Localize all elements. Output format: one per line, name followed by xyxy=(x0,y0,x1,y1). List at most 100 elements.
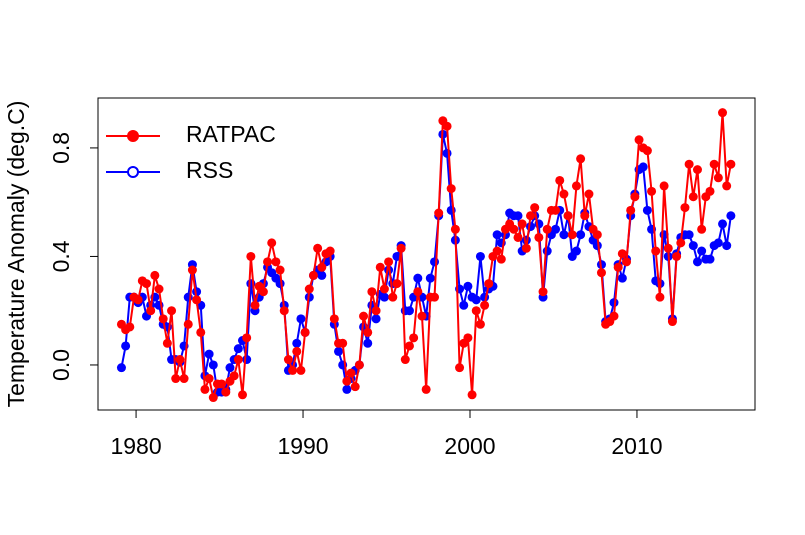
data-point xyxy=(559,230,569,240)
y-tick-label: 0.4 xyxy=(48,240,74,272)
data-point xyxy=(413,287,423,297)
data-point xyxy=(329,314,339,324)
data-point xyxy=(655,292,665,302)
data-point xyxy=(317,270,327,280)
data-point xyxy=(208,360,218,370)
data-point xyxy=(392,279,402,289)
y-tick-label: 0.8 xyxy=(48,132,74,164)
data-point xyxy=(722,181,732,191)
data-point xyxy=(718,108,728,118)
data-point xyxy=(396,243,406,253)
data-point xyxy=(404,341,414,351)
data-point xyxy=(684,159,694,169)
data-point xyxy=(705,254,715,264)
data-point xyxy=(371,306,381,316)
data-point xyxy=(121,341,131,351)
data-point xyxy=(296,365,306,375)
data-point xyxy=(676,238,686,248)
data-point xyxy=(338,338,348,348)
data-point xyxy=(242,333,252,343)
data-point xyxy=(480,300,490,310)
data-point xyxy=(509,224,519,234)
data-point xyxy=(246,251,256,261)
data-point xyxy=(200,384,210,394)
data-point xyxy=(142,279,152,289)
data-point xyxy=(308,270,318,280)
data-point xyxy=(304,284,314,294)
data-point xyxy=(551,224,561,234)
data-point xyxy=(158,314,168,324)
data-point xyxy=(626,205,636,215)
data-point xyxy=(642,146,652,156)
data-point xyxy=(571,246,581,256)
data-point xyxy=(150,270,160,280)
data-point xyxy=(471,295,481,305)
data-point xyxy=(576,154,586,164)
data-point xyxy=(204,349,214,359)
data-point xyxy=(292,346,302,356)
data-point xyxy=(634,135,644,145)
data-point xyxy=(442,148,452,158)
data-point xyxy=(534,232,544,242)
data-point xyxy=(363,327,373,337)
data-point xyxy=(492,230,502,240)
data-point xyxy=(409,333,419,343)
data-point xyxy=(642,205,652,215)
x-tick-label: 1980 xyxy=(110,433,161,459)
data-point xyxy=(563,211,573,221)
data-point xyxy=(596,268,606,278)
data-point xyxy=(446,184,456,194)
data-point xyxy=(672,251,682,261)
data-point xyxy=(667,317,677,327)
data-point xyxy=(463,333,473,343)
data-point xyxy=(125,322,135,332)
data-point xyxy=(400,355,410,365)
data-point xyxy=(484,279,494,289)
data-point xyxy=(609,311,619,321)
data-point xyxy=(521,243,531,253)
data-point xyxy=(647,186,657,196)
data-point xyxy=(242,355,252,365)
data-point xyxy=(413,273,423,283)
legend-label: RSS xyxy=(186,157,233,183)
data-point xyxy=(179,374,189,384)
data-point xyxy=(659,181,669,191)
data-point xyxy=(692,257,702,267)
data-point xyxy=(346,368,356,378)
data-point xyxy=(379,292,389,302)
data-point xyxy=(217,379,227,389)
data-point xyxy=(684,230,694,240)
data-point xyxy=(542,246,552,256)
data-point xyxy=(471,306,481,316)
data-point xyxy=(271,257,281,267)
data-point xyxy=(713,173,723,183)
y-axis-label: Temperature Anomaly (deg.C) xyxy=(3,101,29,408)
plot-box xyxy=(97,97,756,411)
data-point xyxy=(513,232,523,242)
data-point xyxy=(359,311,369,321)
data-point xyxy=(513,211,523,221)
data-point xyxy=(283,355,293,365)
data-point xyxy=(576,230,586,240)
data-point xyxy=(250,300,260,310)
legend-marker xyxy=(127,130,139,142)
data-point xyxy=(167,306,177,316)
data-point xyxy=(713,238,723,248)
data-point xyxy=(192,295,202,305)
data-point xyxy=(622,257,632,267)
data-point xyxy=(275,279,285,289)
data-point xyxy=(651,246,661,256)
data-point xyxy=(459,300,469,310)
data-point xyxy=(630,192,640,202)
data-point xyxy=(697,246,707,256)
data-point xyxy=(367,287,377,297)
data-point xyxy=(196,327,206,337)
data-point xyxy=(425,273,435,283)
data-point xyxy=(183,319,193,329)
data-point xyxy=(538,287,548,297)
data-point xyxy=(154,284,164,294)
data-point xyxy=(526,211,536,221)
data-point xyxy=(551,205,561,215)
data-point xyxy=(492,246,502,256)
data-point xyxy=(584,189,594,199)
